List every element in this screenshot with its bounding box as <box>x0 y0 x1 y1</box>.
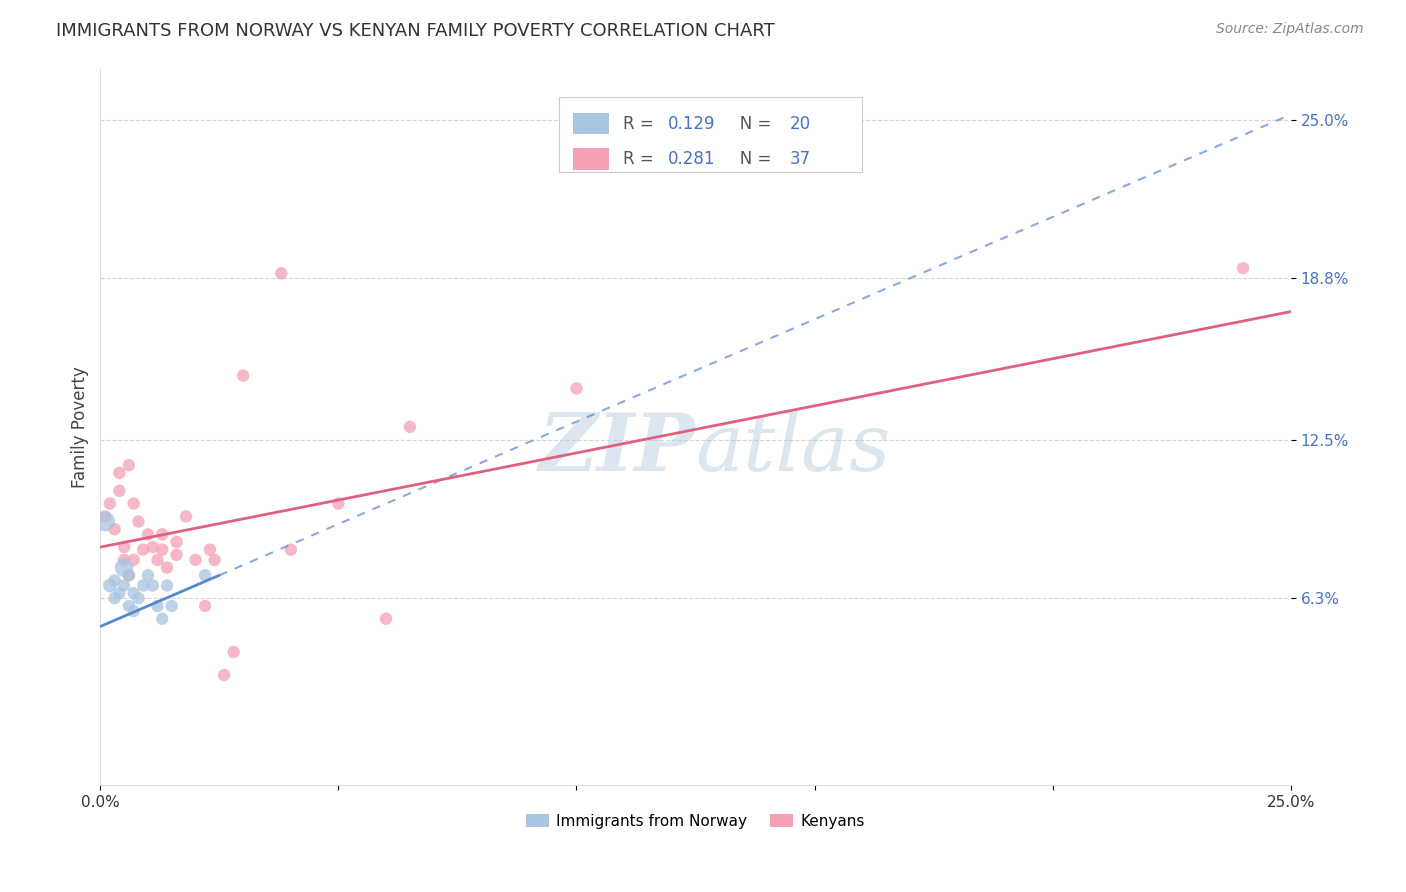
Legend: Immigrants from Norway, Kenyans: Immigrants from Norway, Kenyans <box>520 807 872 835</box>
Point <box>118 568 141 582</box>
Text: ZIP: ZIP <box>538 409 696 487</box>
Point <box>118 599 141 613</box>
Point <box>194 599 217 613</box>
Point <box>565 381 588 395</box>
Point <box>122 586 145 600</box>
Point <box>108 586 131 600</box>
Y-axis label: Family Poverty: Family Poverty <box>72 366 89 488</box>
Point <box>222 645 245 659</box>
Point <box>118 458 141 473</box>
Point <box>127 591 149 606</box>
Point <box>166 535 188 549</box>
Point <box>94 515 117 529</box>
Point <box>232 368 254 383</box>
Point <box>184 553 207 567</box>
Point <box>146 599 169 613</box>
Point <box>375 612 398 626</box>
Point <box>166 548 188 562</box>
Point <box>132 542 155 557</box>
Point <box>136 568 159 582</box>
Text: R =: R = <box>623 150 659 168</box>
Point <box>156 578 179 592</box>
Point <box>198 542 221 557</box>
Text: 0.129: 0.129 <box>668 114 716 133</box>
Point <box>204 553 226 567</box>
Text: IMMIGRANTS FROM NORWAY VS KENYAN FAMILY POVERTY CORRELATION CHART: IMMIGRANTS FROM NORWAY VS KENYAN FAMILY … <box>56 22 775 40</box>
FancyBboxPatch shape <box>572 112 609 135</box>
Point <box>270 266 292 280</box>
Point <box>136 527 159 541</box>
Point <box>122 553 145 567</box>
Point <box>280 542 302 557</box>
Text: N =: N = <box>724 150 776 168</box>
Point <box>112 560 135 574</box>
Point <box>104 574 127 588</box>
Point <box>156 560 179 574</box>
Point <box>132 578 155 592</box>
Text: 37: 37 <box>790 150 811 168</box>
Point <box>150 527 173 541</box>
Point <box>122 497 145 511</box>
Point <box>108 483 131 498</box>
Point <box>104 591 127 606</box>
Point <box>398 419 420 434</box>
Point <box>118 568 141 582</box>
Text: Source: ZipAtlas.com: Source: ZipAtlas.com <box>1216 22 1364 37</box>
Point <box>112 540 135 554</box>
Point <box>150 542 173 557</box>
Point <box>1232 261 1254 276</box>
Point <box>150 612 173 626</box>
Point <box>142 578 165 592</box>
Text: atlas: atlas <box>696 409 891 487</box>
Point <box>104 522 127 536</box>
Point <box>112 578 135 592</box>
Point <box>127 515 149 529</box>
Point <box>160 599 183 613</box>
Point <box>146 553 169 567</box>
Point <box>174 509 197 524</box>
Point <box>122 604 145 618</box>
Point <box>98 497 121 511</box>
Point <box>112 553 135 567</box>
Text: N =: N = <box>724 114 776 133</box>
Point <box>94 509 117 524</box>
Point <box>108 466 131 480</box>
Text: R =: R = <box>623 114 659 133</box>
Point <box>194 568 217 582</box>
Text: 20: 20 <box>790 114 811 133</box>
FancyBboxPatch shape <box>572 148 609 169</box>
Point <box>212 668 235 682</box>
Point <box>328 497 350 511</box>
Text: 0.281: 0.281 <box>668 150 716 168</box>
Point <box>142 540 165 554</box>
FancyBboxPatch shape <box>558 97 862 172</box>
Point <box>98 578 121 592</box>
